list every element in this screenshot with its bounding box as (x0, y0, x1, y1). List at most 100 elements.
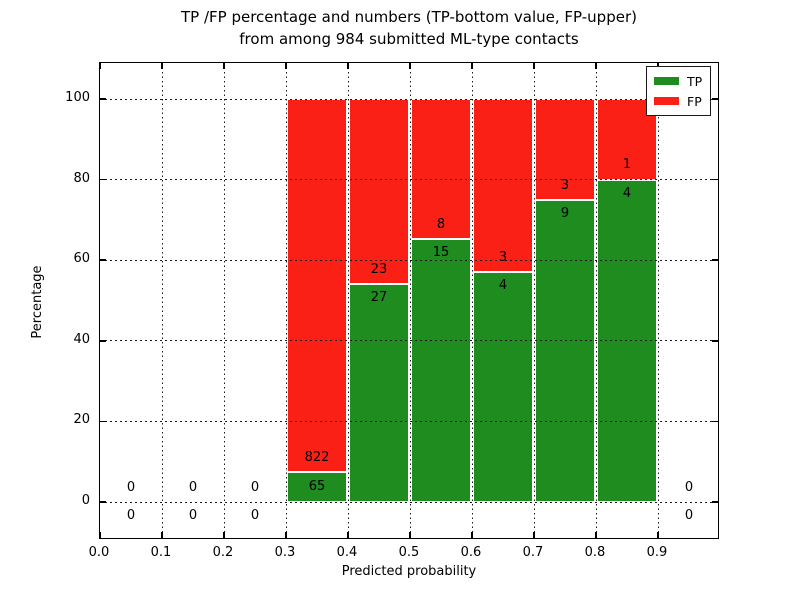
tp-count-label: 0 (126, 508, 136, 524)
legend-row-fp: FP (654, 91, 702, 111)
chart-title-line1: TP /FP percentage and numbers (TP-bottom… (181, 8, 637, 26)
y-tick-label: 100 (65, 90, 90, 105)
y-tick-mark (100, 178, 106, 181)
y-tick-mark-right (712, 259, 718, 261)
x-gridline (471, 63, 473, 538)
tp-count-label: 4 (498, 277, 508, 293)
fp-bar-segment (287, 99, 347, 473)
tp-bar-segment (411, 239, 471, 502)
x-tick-mark-top (161, 63, 163, 69)
x-tick-label: 0.7 (522, 545, 544, 560)
fp-swatch-icon (654, 97, 679, 105)
x-tick-label: 0.0 (88, 545, 110, 560)
fp-count-label: 0 (684, 479, 694, 495)
tp-count-label: 27 (370, 290, 388, 306)
x-gridline (161, 63, 163, 538)
x-tick-label: 0.6 (460, 545, 482, 560)
x-tick-mark-top (409, 63, 411, 69)
tp-swatch-icon (654, 77, 679, 85)
x-gridline (223, 63, 225, 538)
fp-count-label: 0 (188, 479, 198, 495)
y-tick-label: 40 (73, 331, 90, 347)
fp-count-label: 1 (622, 157, 632, 173)
y-tick-label: 60 (73, 251, 90, 267)
fp-bar-segment (473, 99, 533, 272)
x-tick-mark-top (347, 63, 349, 69)
fp-bar-segment (535, 99, 595, 200)
y-gridline (100, 420, 718, 422)
x-gridline (533, 63, 535, 538)
y-tick-mark (100, 259, 106, 261)
x-tick-mark (471, 532, 473, 538)
y-axis-label: Percentage (30, 265, 45, 339)
y-tick-mark-right (712, 340, 718, 342)
y-tick-mark (100, 98, 106, 100)
plot-area: 0 0 0 0 0 0 822 65 23 27 8 15 3 4 3 9 1 4 0 0 (99, 62, 719, 539)
x-gridline (409, 63, 411, 538)
x-tick-mark-top (285, 63, 287, 69)
x-tick-mark (595, 532, 597, 538)
x-gridline (347, 63, 349, 538)
x-tick-mark (285, 532, 287, 538)
y-tick-mark (100, 340, 106, 342)
x-tick-mark-top (533, 63, 535, 69)
x-tick-mark (657, 532, 659, 538)
y-tick-label: 0 (81, 493, 90, 508)
legend: TP FP (646, 66, 712, 116)
fp-count-label: 8 (436, 217, 446, 233)
y-gridline (100, 259, 718, 261)
x-tick-mark (347, 532, 349, 538)
fp-count-label: 0 (250, 479, 260, 495)
x-tick-mark-top (99, 63, 101, 69)
y-tick-mark-right (712, 178, 718, 181)
y-gridline (100, 98, 718, 100)
tp-bar-segment (287, 472, 347, 502)
fp-count-label: 3 (560, 177, 570, 193)
y-tick-mark-right (712, 501, 718, 503)
tp-count-label: 65 (308, 478, 326, 494)
x-tick-mark-top (223, 63, 225, 69)
y-tick-label: 80 (73, 170, 90, 186)
tp-count-label: 0 (250, 508, 260, 524)
tp-count-label: 0 (188, 508, 198, 524)
chart-title-line2: from among 984 submitted ML-type contact… (239, 30, 579, 48)
x-tick-mark (161, 532, 163, 538)
x-gridline (285, 63, 287, 538)
y-tick-label: 20 (73, 412, 90, 428)
x-tick-mark (533, 532, 535, 538)
tp-bar-segment (349, 284, 409, 502)
x-tick-label: 0.8 (584, 545, 606, 560)
tp-count-label: 0 (684, 508, 694, 524)
tp-bar-segment (535, 199, 595, 502)
tp-count-label: 4 (622, 185, 632, 201)
y-gridline (100, 340, 718, 342)
legend-label-tp: TP (687, 73, 703, 89)
fp-bar-segment (411, 99, 471, 240)
tp-bar-segment (473, 271, 533, 502)
y-tick-mark-right (712, 420, 718, 423)
fp-count-label: 3 (498, 249, 508, 265)
tp-count-label: 15 (432, 245, 450, 261)
x-tick-label: 0.1 (150, 545, 172, 560)
x-tick-mark (99, 532, 101, 538)
x-gridline (595, 63, 597, 538)
x-tick-mark (223, 532, 225, 538)
y-tick-mark-right (712, 98, 718, 100)
y-gridline (100, 179, 718, 181)
x-tick-label: 0.5 (398, 545, 420, 560)
y-gridline (100, 501, 718, 503)
legend-row-tp: TP (654, 71, 702, 91)
y-tick-mark (100, 501, 106, 503)
fp-bar-segment (349, 99, 409, 285)
x-tick-label: 0.3 (274, 545, 296, 560)
x-tick-mark-top (595, 63, 597, 69)
fp-count-label: 23 (370, 262, 388, 278)
fp-count-label: 0 (126, 479, 136, 495)
chart-title: TP /FP percentage and numbers (TP-bottom… (99, 6, 719, 50)
tp-count-label: 9 (560, 205, 570, 221)
x-tick-label: 0.2 (212, 545, 234, 560)
x-tick-label: 0.9 (646, 545, 668, 560)
x-axis-label: Predicted probability (341, 564, 477, 579)
fp-count-label: 822 (304, 450, 330, 466)
